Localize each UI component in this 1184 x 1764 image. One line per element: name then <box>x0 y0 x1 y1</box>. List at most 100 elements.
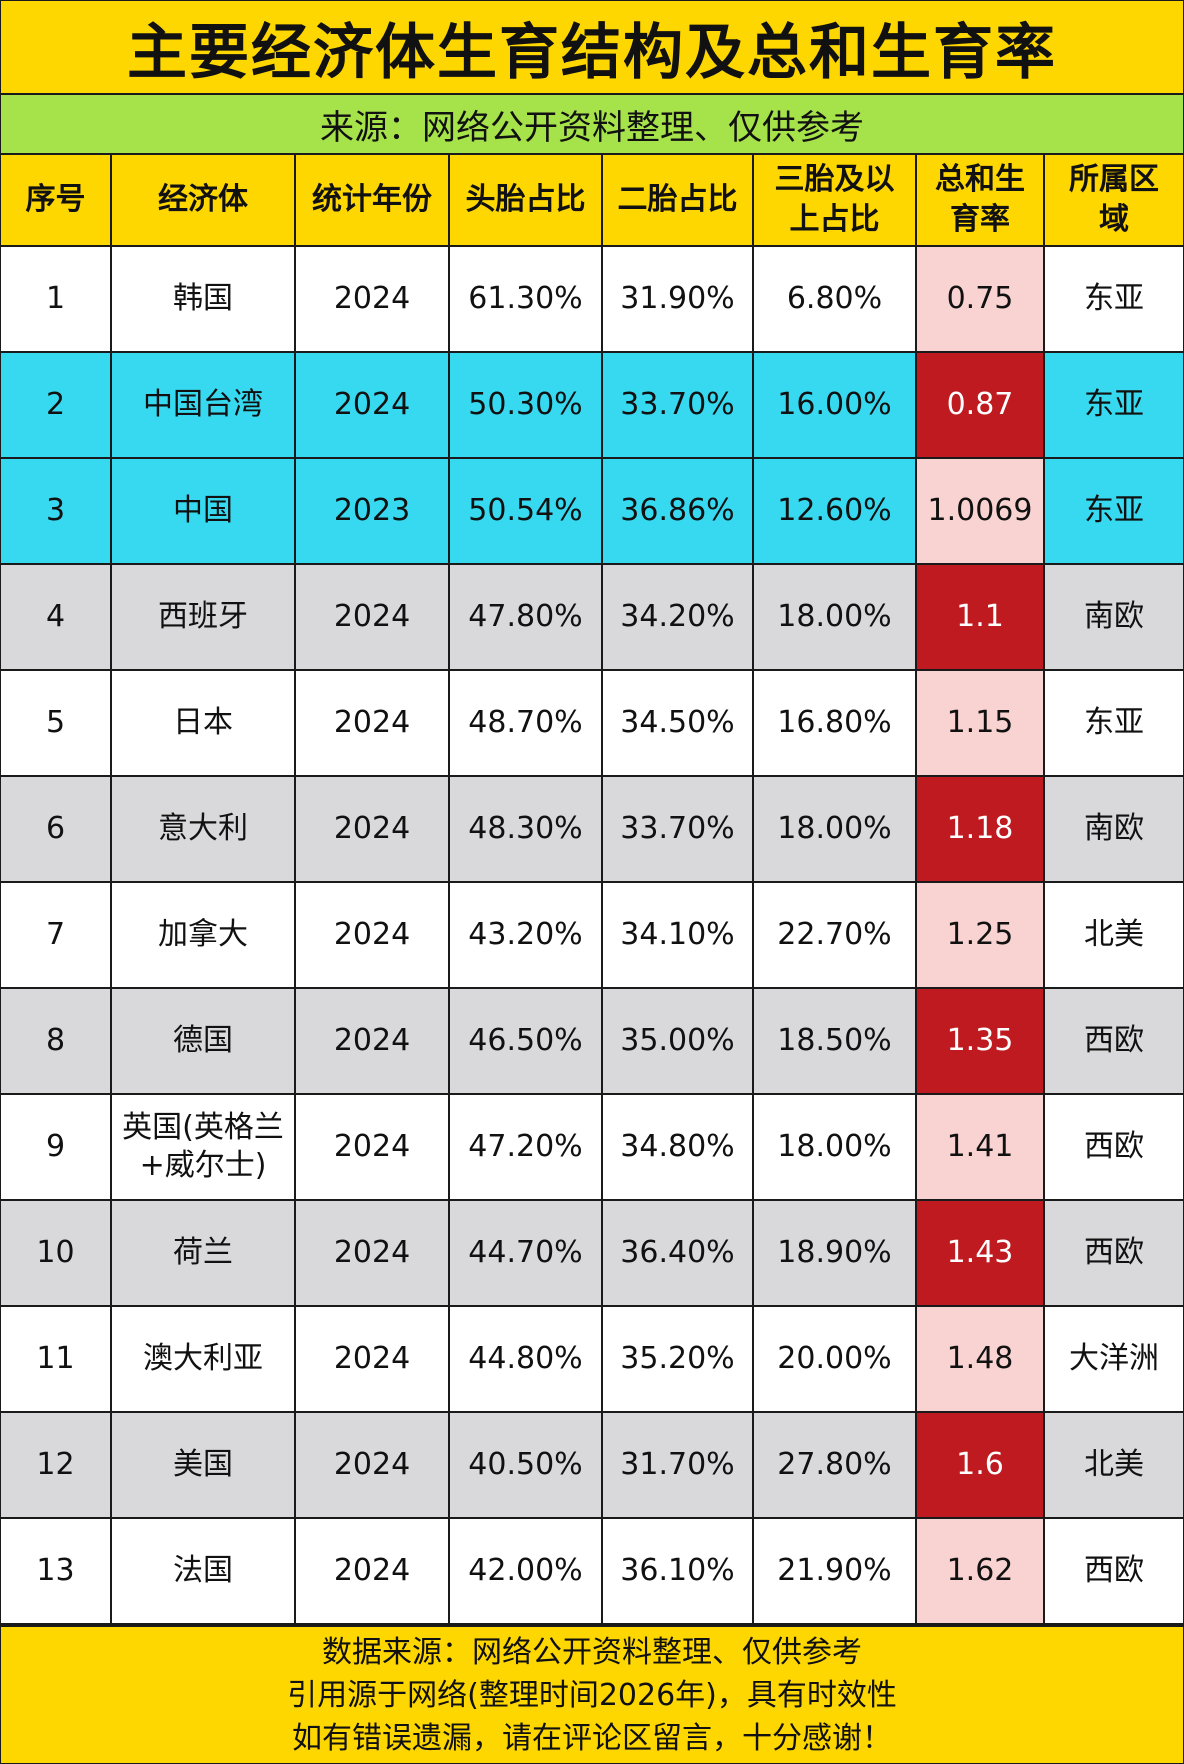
cell-no: 12 <box>1 1411 112 1519</box>
cell-second-child-share: 34.20% <box>601 563 754 671</box>
cell-economy: 韩国 <box>110 245 296 353</box>
cell-first-child-share: 40.50% <box>448 1411 603 1519</box>
cell-no: 4 <box>1 563 112 671</box>
table-row: 5 日本 2024 48.70% 34.50% 16.80% 1.15 东亚 <box>1 669 1183 777</box>
cell-economy: 荷兰 <box>110 1199 296 1307</box>
cell-region: 南欧 <box>1043 563 1183 671</box>
footer-line-timeliness: 引用源于网络(整理时间2026年)，具有时效性 <box>287 1677 897 1713</box>
cell-region: 西欧 <box>1043 1517 1183 1625</box>
cell-second-child-share: 35.00% <box>601 987 754 1095</box>
table-header-row: 序号 经济体 统计年份 头胎占比 二胎占比 三胎及以上占比 总和生育率 所属区域 <box>1 155 1183 247</box>
cell-year: 2024 <box>294 245 450 353</box>
cell-year: 2024 <box>294 775 450 883</box>
cell-first-child-share: 47.80% <box>448 563 603 671</box>
cell-region: 西欧 <box>1043 1093 1183 1201</box>
cell-economy: 法国 <box>110 1517 296 1625</box>
table-row: 3 中国 2023 50.54% 36.86% 12.60% 1.0069 东亚 <box>1 457 1183 565</box>
cell-economy: 德国 <box>110 987 296 1095</box>
cell-second-child-share: 34.10% <box>601 881 754 989</box>
footer: 数据来源：网络公开资料整理、仅供参考 引用源于网络(整理时间2026年)，具有时… <box>1 1625 1183 1763</box>
table-row: 4 西班牙 2024 47.80% 34.20% 18.00% 1.1 南欧 <box>1 563 1183 671</box>
table-row: 11 澳大利亚 2024 44.80% 35.20% 20.00% 1.48 大洋洲 <box>1 1305 1183 1413</box>
cell-first-child-share: 46.50% <box>448 987 603 1095</box>
cell-economy: 澳大利亚 <box>110 1305 296 1413</box>
cell-third-plus-share: 18.00% <box>752 775 917 883</box>
cell-no: 9 <box>1 1093 112 1201</box>
cell-tfr: 1.15 <box>915 669 1045 777</box>
cell-region: 南欧 <box>1043 775 1183 883</box>
cell-year: 2024 <box>294 1517 450 1625</box>
cell-region: 北美 <box>1043 1411 1183 1519</box>
cell-economy: 日本 <box>110 669 296 777</box>
cell-third-plus-share: 18.00% <box>752 1093 917 1201</box>
cell-second-child-share: 36.86% <box>601 457 754 565</box>
cell-no: 8 <box>1 987 112 1095</box>
cell-tfr: 1.41 <box>915 1093 1045 1201</box>
cell-first-child-share: 47.20% <box>448 1093 603 1201</box>
column-header-region: 所属区域 <box>1043 155 1183 247</box>
cell-year: 2024 <box>294 987 450 1095</box>
cell-second-child-share: 35.20% <box>601 1305 754 1413</box>
column-header-tfr: 总和生育率 <box>915 155 1045 247</box>
column-header-second-child: 二胎占比 <box>601 155 754 247</box>
cell-second-child-share: 34.50% <box>601 669 754 777</box>
cell-third-plus-share: 18.90% <box>752 1199 917 1307</box>
table-row: 1 韩国 2024 61.30% 31.90% 6.80% 0.75 东亚 <box>1 245 1183 353</box>
table-row: 2 中国台湾 2024 50.30% 33.70% 16.00% 0.87 东亚 <box>1 351 1183 459</box>
cell-tfr: 1.1 <box>915 563 1045 671</box>
cell-second-child-share: 34.80% <box>601 1093 754 1201</box>
cell-first-child-share: 50.30% <box>448 351 603 459</box>
cell-first-child-share: 44.80% <box>448 1305 603 1413</box>
cell-year: 2023 <box>294 457 450 565</box>
table-row: 12 美国 2024 40.50% 31.70% 27.80% 1.6 北美 <box>1 1411 1183 1519</box>
cell-first-child-share: 61.30% <box>448 245 603 353</box>
cell-third-plus-share: 6.80% <box>752 245 917 353</box>
cell-third-plus-share: 16.00% <box>752 351 917 459</box>
cell-tfr: 1.6 <box>915 1411 1045 1519</box>
cell-year: 2024 <box>294 563 450 671</box>
table-body: 1 韩国 2024 61.30% 31.90% 6.80% 0.75 东亚 2 中国台湾 2024 5… <box>1 245 1183 1625</box>
cell-year: 2024 <box>294 669 450 777</box>
cell-tfr: 1.25 <box>915 881 1045 989</box>
footer-line-source: 数据来源：网络公开资料整理、仅供参考 <box>322 1634 862 1670</box>
table-row: 9 英国(英格兰+威尔士) 2024 47.20% 34.80% 18.00% 1.41 西欧 <box>1 1093 1183 1201</box>
cell-first-child-share: 50.54% <box>448 457 603 565</box>
cell-second-child-share: 36.10% <box>601 1517 754 1625</box>
table-row: 6 意大利 2024 48.30% 33.70% 18.00% 1.18 南欧 <box>1 775 1183 883</box>
cell-third-plus-share: 18.50% <box>752 987 917 1095</box>
cell-no: 13 <box>1 1517 112 1625</box>
page-title: 主要经济体生育结构及总和生育率 <box>1 1 1183 95</box>
cell-economy: 英国(英格兰+威尔士) <box>110 1093 296 1201</box>
cell-region: 东亚 <box>1043 351 1183 459</box>
cell-economy: 西班牙 <box>110 563 296 671</box>
cell-third-plus-share: 12.60% <box>752 457 917 565</box>
cell-no: 6 <box>1 775 112 883</box>
cell-tfr: 0.87 <box>915 351 1045 459</box>
cell-second-child-share: 31.90% <box>601 245 754 353</box>
cell-first-child-share: 42.00% <box>448 1517 603 1625</box>
cell-tfr: 0.75 <box>915 245 1045 353</box>
cell-tfr: 1.35 <box>915 987 1045 1095</box>
cell-no: 11 <box>1 1305 112 1413</box>
cell-economy: 美国 <box>110 1411 296 1519</box>
cell-first-child-share: 48.70% <box>448 669 603 777</box>
cell-region: 大洋洲 <box>1043 1305 1183 1413</box>
column-header-no: 序号 <box>1 155 112 247</box>
cell-year: 2024 <box>294 1305 450 1413</box>
cell-region: 东亚 <box>1043 245 1183 353</box>
cell-economy: 意大利 <box>110 775 296 883</box>
cell-first-child-share: 48.30% <box>448 775 603 883</box>
cell-region: 西欧 <box>1043 987 1183 1095</box>
cell-no: 5 <box>1 669 112 777</box>
column-header-first-child: 头胎占比 <box>448 155 603 247</box>
cell-third-plus-share: 27.80% <box>752 1411 917 1519</box>
cell-no: 7 <box>1 881 112 989</box>
cell-economy: 加拿大 <box>110 881 296 989</box>
cell-tfr: 1.43 <box>915 1199 1045 1307</box>
cell-third-plus-share: 22.70% <box>752 881 917 989</box>
cell-year: 2024 <box>294 351 450 459</box>
cell-region: 东亚 <box>1043 457 1183 565</box>
cell-region: 西欧 <box>1043 1199 1183 1307</box>
cell-region: 北美 <box>1043 881 1183 989</box>
